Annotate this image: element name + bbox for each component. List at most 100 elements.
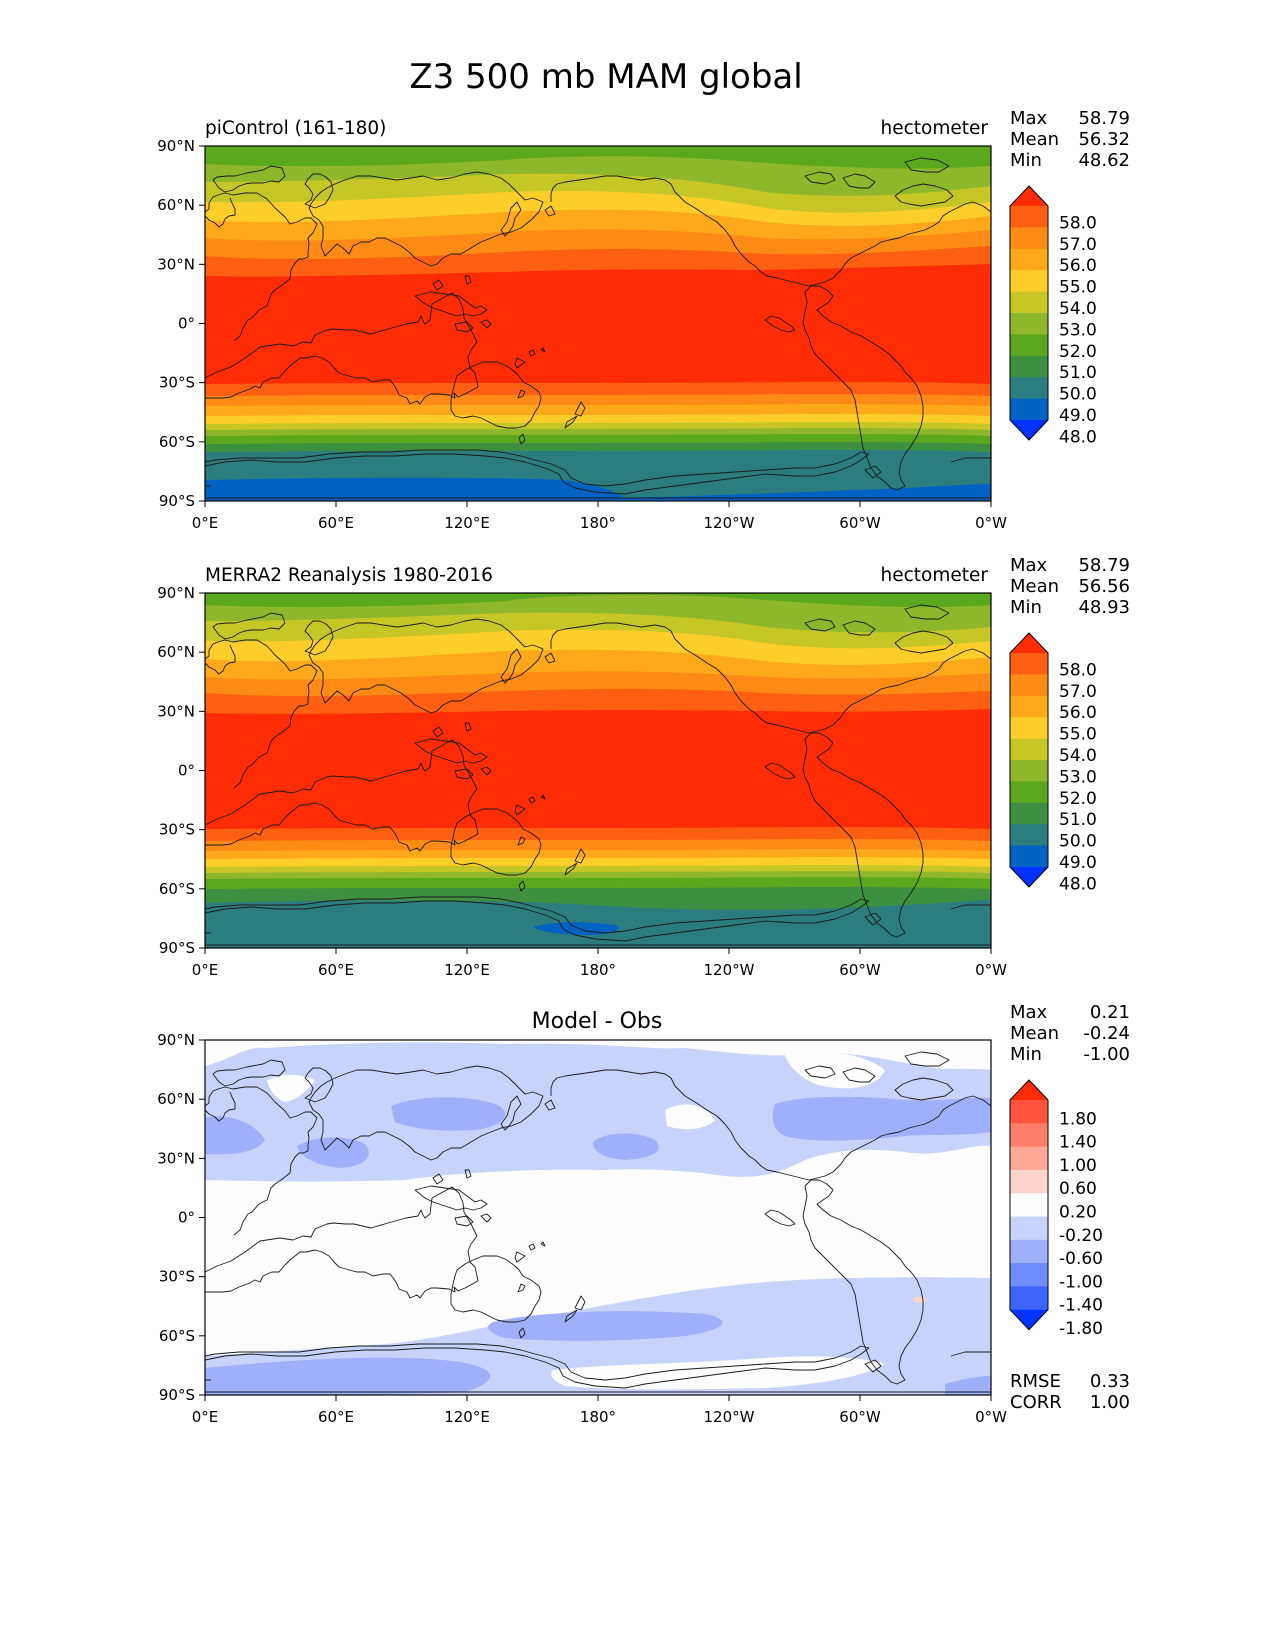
colorbar-swatch <box>1010 824 1048 847</box>
stat-label-mean: Mean <box>1010 576 1059 597</box>
colorbar-swatch <box>1010 313 1048 335</box>
colorbar-label: 57.0 <box>1059 235 1097 255</box>
footer-stat-label-rmse: RMSE <box>1010 1371 1061 1392</box>
lon-tick-label: 180° <box>580 961 616 979</box>
lon-tick-label: 180° <box>580 514 616 532</box>
colorbar-swatch <box>1010 653 1048 675</box>
colorbar-label: 50.0 <box>1059 832 1097 852</box>
colorbar-label: -0.60 <box>1059 1249 1103 1269</box>
lon-tick-label: 60°E <box>318 514 354 532</box>
lon-tick-label: 0°E <box>192 1408 219 1426</box>
band-n100-europe <box>205 1116 265 1155</box>
band-51-north <box>205 593 991 608</box>
colorbar-swatch <box>1010 1100 1048 1124</box>
band-neg-north <box>205 1042 991 1182</box>
colorbar-extend-bottom <box>1010 420 1048 440</box>
colorbar-label: 54.0 <box>1059 746 1097 766</box>
band-n100-se <box>945 1376 991 1395</box>
colorbar-label: 58.0 <box>1059 213 1097 233</box>
lon-tick-label: 120°E <box>444 1408 490 1426</box>
lon-tick-label: 0°W <box>975 1408 1007 1426</box>
stat-value-mean: -0.24 <box>1083 1023 1130 1044</box>
colorbar-swatch <box>1010 248 1048 271</box>
colorbar-swatch <box>1010 760 1048 782</box>
colorbar-label: 58.0 <box>1059 660 1097 680</box>
stat-label-min: Min <box>1010 150 1042 171</box>
colorbar-extend-top <box>1010 633 1048 653</box>
stat-value-max: 0.21 <box>1090 1002 1130 1023</box>
stat-label-min: Min <box>1010 1044 1042 1065</box>
colorbar-label: 49.0 <box>1059 406 1097 426</box>
colorbar-swatch <box>1010 1216 1048 1241</box>
lat-tick-label: 90°S <box>159 939 195 957</box>
colorbar-label: 56.0 <box>1059 703 1097 723</box>
lat-tick-label: 90°S <box>159 492 195 510</box>
lat-tick-label: 90°N <box>157 584 195 602</box>
colorbar-label: -1.00 <box>1059 1272 1103 1292</box>
panel-diff: Model - Obs 90°N 60°N 30°N 0° 30°S 60°S 90°S 0°… <box>157 1002 1130 1426</box>
colorbar-label: 0.60 <box>1059 1179 1097 1199</box>
lon-tick-label: 0°W <box>975 514 1007 532</box>
colorbar-label: -1.40 <box>1059 1296 1103 1316</box>
lon-tick-label: 120°W <box>704 961 755 979</box>
colorbar-outline <box>1009 1079 1049 1331</box>
stat-label-min: Min <box>1010 597 1042 618</box>
colorbar-label: 48.0 <box>1059 874 1097 894</box>
colorbar-swatch <box>1010 1263 1048 1287</box>
lon-tick-label: 60°E <box>318 1408 354 1426</box>
colorbar-label: 57.0 <box>1059 682 1097 702</box>
band-n100-atlantic <box>772 1096 991 1141</box>
footer-stat-label-corr: CORR <box>1010 1392 1062 1413</box>
footer-stat-value-rmse: 0.33 <box>1090 1371 1130 1392</box>
lon-tick-label: 60°W <box>839 514 881 532</box>
lon-tick-label: 60°W <box>839 961 881 979</box>
lon-tick-label: 60°E <box>318 961 354 979</box>
colorbar-outline <box>1009 632 1049 888</box>
colorbar-swatch <box>1010 1146 1048 1171</box>
lat-tick-label: 60°N <box>157 643 195 661</box>
field-white-arctic <box>785 1050 885 1089</box>
lat-tick-label: 90°S <box>159 1386 195 1404</box>
panel-units: hectometer <box>881 565 989 586</box>
colorbar-label: 53.0 <box>1059 320 1097 340</box>
lat-tick-label: 60°N <box>157 1090 195 1108</box>
lat-tick-label: 30°N <box>157 255 195 273</box>
colorbar-label: 1.40 <box>1059 1133 1097 1153</box>
footer-stat-value-corr: 1.00 <box>1090 1392 1130 1413</box>
colorbar-label: 55.0 <box>1059 278 1097 298</box>
lon-tick-label: 0°E <box>192 961 219 979</box>
lat-tick-label: 30°N <box>157 702 195 720</box>
colorbar-label: 51.0 <box>1059 363 1097 383</box>
colorbar-label: 1.00 <box>1059 1156 1097 1176</box>
colorbar-extend-top <box>1010 186 1048 206</box>
stat-value-min: -1.00 <box>1083 1044 1130 1065</box>
colorbar-label: 48.0 <box>1059 427 1097 447</box>
lon-tick-label: 120°E <box>444 961 490 979</box>
colorbar-swatch <box>1010 1286 1048 1311</box>
panel-model: piControl (161-180) hectometer 90°N 60°N 3… <box>157 108 1130 532</box>
colorbar-swatch <box>1010 738 1048 761</box>
lon-tick-label: 60°W <box>839 1408 881 1426</box>
panel-title-center: Model - Obs <box>532 1009 663 1034</box>
colorbar-swatch <box>1010 355 1048 378</box>
lat-tick-label: 90°N <box>157 137 195 155</box>
lat-tick-label: 0° <box>178 762 195 780</box>
band-n100-southern-ocean <box>488 1311 723 1341</box>
stat-value-min: 48.93 <box>1078 597 1130 618</box>
colorbar-swatch <box>1010 717 1048 740</box>
stat-value-mean: 56.56 <box>1078 576 1130 597</box>
colorbar-swatch <box>1010 1193 1048 1217</box>
colorbar-label: -0.20 <box>1059 1226 1103 1246</box>
lon-tick-label: 120°E <box>444 514 490 532</box>
colorbar-extend-bottom <box>1010 867 1048 887</box>
colorbar-label: 51.0 <box>1059 810 1097 830</box>
colorbar-swatch <box>1010 334 1048 357</box>
lat-tick-label: 60°S <box>159 433 195 451</box>
colorbar-swatch <box>1010 398 1048 421</box>
colorbar-label: 52.0 <box>1059 342 1097 362</box>
colorbar-swatch <box>1010 674 1048 697</box>
colorbar-label: 55.0 <box>1059 725 1097 745</box>
lat-tick-label: 60°S <box>159 1327 195 1345</box>
stat-label-mean: Mean <box>1010 129 1059 150</box>
